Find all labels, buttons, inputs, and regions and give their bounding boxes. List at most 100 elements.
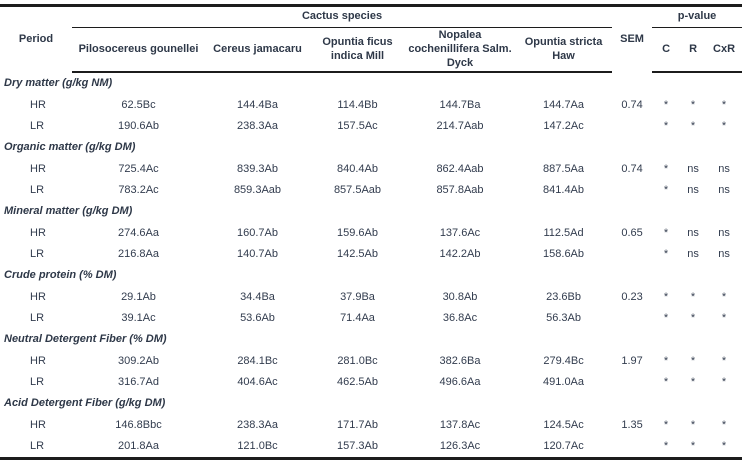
sem-cell: 0.74 [621,98,643,111]
sem-cell: 0.23 [621,290,643,303]
p-value-cell: * [663,354,669,367]
value-cell: 124.5Ac [543,418,584,431]
section-label: Acid Detergent Fiber (g/kg DM) [4,397,166,410]
p-value-cell: * [690,98,696,111]
p-value-cell: * [663,439,669,452]
value-cell: 160.7Ab [237,226,278,239]
p-value-cell: * [721,311,727,324]
p-value-cell: * [690,439,696,452]
section-row: Crude protein (% DM) [0,265,742,287]
p-value-cell: * [690,290,696,303]
p-value-cell: * [690,311,696,324]
value-cell: 53.6Ab [240,311,275,324]
value-cell: 382.6Ba [439,354,481,367]
period-cell: LR [30,247,45,260]
period-cell: LR [30,183,45,196]
value-cell: 214.7Aab [436,119,484,132]
period-cell: HR [30,290,46,303]
header-species-opuntia-stricta: Opuntia stricta Haw [515,27,613,74]
table-row: LR 316.7Ad 404.6Ac 462.5Ab 496.6Aa 491.0Aa * * * [0,372,742,393]
period-cell: LR [30,375,45,388]
value-cell: 725.4Ac [118,162,159,175]
section-label: Neutral Detergent Fiber (% DM) [4,333,167,346]
value-cell: 34.4Ba [240,290,275,303]
p-value-cell: * [663,98,669,111]
p-value-cell: * [721,354,727,367]
period-cell: HR [30,226,46,239]
sem-cell: 1.97 [621,354,643,367]
header-p-cxr: CxR [706,27,743,74]
p-value-cell: * [663,119,669,132]
value-cell: 783.2Ac [118,183,159,196]
value-cell: 147.2Ac [543,119,584,132]
sem-cell [612,436,652,459]
p-value-cell: ns [687,162,699,175]
value-cell: 36.8Ac [442,311,478,324]
table-row: HR 29.1Ab 34.4Ba 37.9Ba 30.8Ab 23.6Bb 0.23 * * * [0,287,742,308]
header-period: Period [18,32,54,45]
value-cell: 112.5Ad [543,226,584,239]
table-row: LR 783.2Ac 859.3Aab 857.5Aab 857.8Aab 841.4Ab… [0,180,742,201]
header-p-r: R [680,27,707,74]
value-cell: 157.3Ab [337,439,378,452]
p-value-cell: * [690,119,696,132]
value-cell: 29.1Ab [121,290,156,303]
value-cell: 120.7Ac [543,439,584,452]
value-cell: 279.4Bc [543,354,584,367]
value-cell: 309.2Ab [118,354,159,367]
p-value-cell: * [721,290,727,303]
p-value-cell: ns [718,183,730,196]
composition-table: Period Cactus species SEM p-value Piloso… [0,4,743,460]
p-value-cell: * [663,247,669,260]
sem-cell: 0.74 [621,162,643,175]
value-cell: 216.8Aa [118,247,159,260]
section-label: Mineral matter (g/kg DM) [4,205,133,218]
section-row: Neutral Detergent Fiber (% DM) [0,329,742,351]
header-species-pilosocereus: Pilosocereus gounellei [72,27,205,74]
sem-cell [612,180,652,201]
value-cell: 121.0Bc [237,439,278,452]
value-cell: 71.4Aa [340,311,375,324]
sem-cell [612,372,652,393]
p-value-cell: * [663,226,669,239]
composition-table-container: Period Cactus species SEM p-value Piloso… [0,4,743,460]
period-cell: HR [30,98,46,111]
p-value-cell: ns [687,247,699,260]
header-cactus-species: Cactus species [72,5,613,28]
sem-cell [612,244,652,265]
p-value-cell: * [721,375,727,388]
section-row: Dry matter (g/kg NM) [0,72,742,95]
value-cell: 281.0Bc [337,354,378,367]
value-cell: 190.6Ab [118,119,159,132]
p-value-cell: * [663,375,669,388]
value-cell: 144.7Ba [439,98,481,111]
p-value-cell: * [721,98,727,111]
value-cell: 56.3Ab [546,311,581,324]
value-cell: 859.3Aab [233,183,282,196]
value-cell: 887.5Aa [543,162,585,175]
value-cell: 171.7Ab [337,418,378,431]
table-row: HR 146.8Bbc 238.3Aa 171.7Ab 137.8Ac 124.5Ac 1.… [0,415,742,436]
section-label: Dry matter (g/kg NM) [4,77,113,90]
sem-cell: 1.35 [621,418,643,431]
section-label: Crude protein (% DM) [4,269,117,282]
value-cell: 316.7Ad [118,375,159,388]
value-cell: 840.4Ab [337,162,378,175]
value-cell: 62.5Bc [121,98,156,111]
sem-cell: 0.65 [621,226,643,239]
value-cell: 142.2Ab [439,247,481,260]
p-value-cell: * [721,439,727,452]
value-cell: 284.1Bc [237,354,278,367]
value-cell: 126.3Ac [439,439,481,452]
table-row: LR 216.8Aa 140.7Ab 142.5Ab 142.2Ab 158.6Ab * ns… [0,244,742,265]
p-value-cell: * [690,375,696,388]
p-value-cell: * [663,311,669,324]
section-label: Organic matter (g/kg DM) [4,141,136,154]
table-row: HR 62.5Bc 144.4Ba 114.4Bb 144.7Ba 144.7Aa 0.74… [0,95,742,116]
value-cell: 841.4Ab [543,183,585,196]
value-cell: 496.6Aa [439,375,481,388]
value-cell: 146.8Bbc [115,418,162,431]
value-cell: 238.3Aa [237,418,278,431]
value-cell: 862.4Aab [436,162,484,175]
value-cell: 462.5Ab [337,375,378,388]
